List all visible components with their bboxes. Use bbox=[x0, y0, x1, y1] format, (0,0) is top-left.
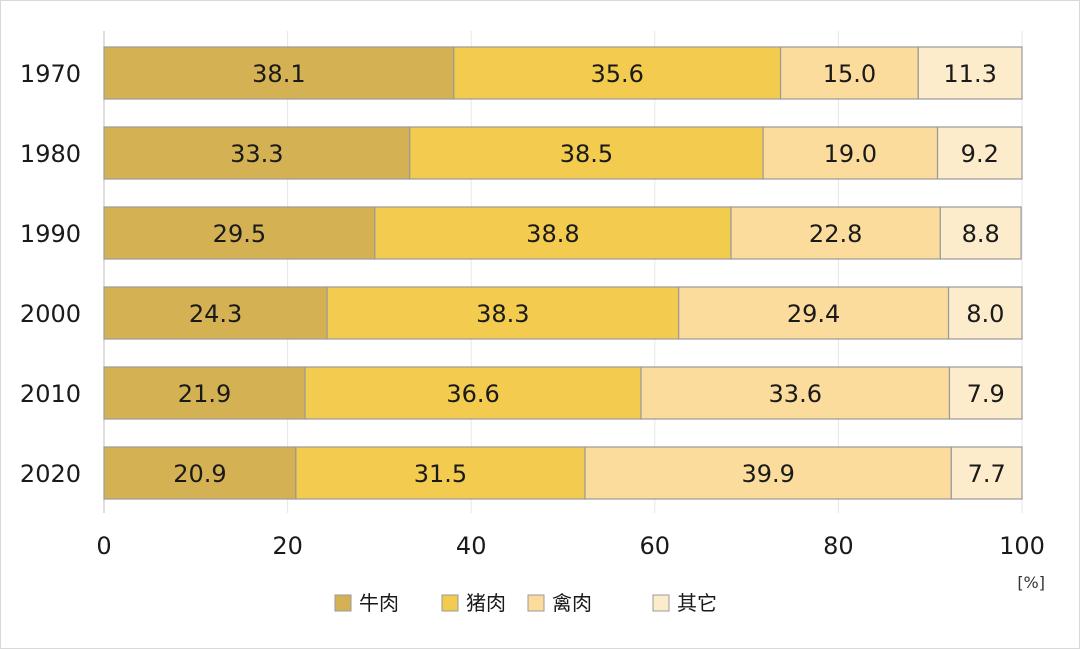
bar-segment bbox=[779, 46, 919, 100]
bars-group: 38.1 35.6 15.0 11.3 33.3 38.5 19.0 9.2 29.5 38.8 2… bbox=[103, 46, 1023, 500]
x-tick-label: 80 bbox=[823, 532, 854, 560]
legend: 牛肉 猪肉 禽肉 其它 bbox=[334, 591, 717, 615]
x-tick-label: 20 bbox=[272, 532, 303, 560]
gridlines bbox=[103, 31, 1023, 513]
category-label: 1980 bbox=[20, 140, 81, 168]
legend-label: 禽肉 bbox=[552, 591, 592, 615]
legend-item: 猪肉 bbox=[441, 591, 506, 615]
bar-segment bbox=[295, 446, 586, 500]
category-label: 1990 bbox=[20, 220, 81, 248]
bar-segment bbox=[917, 46, 1023, 100]
legend-label: 牛肉 bbox=[359, 591, 399, 615]
legend-item: 其它 bbox=[652, 591, 717, 615]
data-label: 7.9 bbox=[967, 380, 1005, 408]
bar-segment bbox=[103, 446, 297, 500]
category-label: 2010 bbox=[20, 380, 81, 408]
data-label: 8.0 bbox=[966, 300, 1004, 328]
bar-segment bbox=[409, 126, 764, 180]
bar-segment bbox=[326, 286, 680, 340]
category-labels: 1970 1980 1990 2000 2010 2020 bbox=[20, 60, 81, 488]
bar-segment bbox=[103, 366, 306, 420]
bar-segment bbox=[950, 446, 1023, 500]
data-label: 36.6 bbox=[446, 380, 499, 408]
data-label: 33.3 bbox=[230, 140, 283, 168]
x-tick-label: 0 bbox=[96, 532, 111, 560]
data-label: 15.0 bbox=[823, 60, 876, 88]
data-label: 11.3 bbox=[943, 60, 996, 88]
bar-segment bbox=[936, 126, 1023, 180]
data-label: 38.5 bbox=[560, 140, 613, 168]
bar-segment bbox=[939, 206, 1022, 260]
data-label: 38.3 bbox=[476, 300, 529, 328]
bar-segment bbox=[678, 286, 950, 340]
data-label: 31.5 bbox=[414, 460, 467, 488]
bar-segment bbox=[103, 46, 455, 100]
data-label: 33.6 bbox=[769, 380, 822, 408]
data-label: 21.9 bbox=[178, 380, 231, 408]
bar-segment bbox=[947, 286, 1023, 340]
data-label: 35.6 bbox=[590, 60, 643, 88]
data-label: 22.8 bbox=[809, 220, 862, 248]
data-label: 19.0 bbox=[824, 140, 877, 168]
bar-segment bbox=[453, 46, 782, 100]
x-tick-label: 100 bbox=[999, 532, 1045, 560]
data-label: 29.4 bbox=[787, 300, 840, 328]
data-label: 39.9 bbox=[741, 460, 794, 488]
legend-label: 其它 bbox=[677, 591, 717, 615]
data-label: 24.3 bbox=[189, 300, 242, 328]
data-label: 8.8 bbox=[962, 220, 1000, 248]
data-label: 9.2 bbox=[961, 140, 999, 168]
legend-swatch bbox=[527, 594, 545, 612]
data-label: 7.7 bbox=[968, 460, 1006, 488]
bar-segment bbox=[640, 366, 951, 420]
bar-segment bbox=[730, 206, 941, 260]
data-label: 38.8 bbox=[526, 220, 579, 248]
unit-label: [%] bbox=[1017, 573, 1045, 592]
bar-segment bbox=[103, 206, 376, 260]
data-label: 20.9 bbox=[173, 460, 226, 488]
legend-swatch bbox=[652, 594, 670, 612]
legend-item: 牛肉 bbox=[334, 591, 399, 615]
bar-segment bbox=[103, 286, 328, 340]
bar-segment bbox=[948, 366, 1023, 420]
data-label: 29.5 bbox=[213, 220, 266, 248]
category-label: 2000 bbox=[20, 300, 81, 328]
data-label: 38.1 bbox=[252, 60, 305, 88]
category-label: 2020 bbox=[20, 460, 81, 488]
legend-swatch bbox=[334, 594, 352, 612]
legend-swatch bbox=[441, 594, 459, 612]
x-tick-labels: 0 20 40 60 80 100 bbox=[96, 532, 1045, 560]
legend-label: 猪肉 bbox=[466, 591, 506, 615]
bar-segment bbox=[103, 126, 411, 180]
category-label: 1970 bbox=[20, 60, 81, 88]
x-tick-label: 40 bbox=[456, 532, 487, 560]
x-tick-label: 60 bbox=[640, 532, 671, 560]
bar-segment bbox=[584, 446, 952, 500]
legend-item: 禽肉 bbox=[527, 591, 592, 615]
